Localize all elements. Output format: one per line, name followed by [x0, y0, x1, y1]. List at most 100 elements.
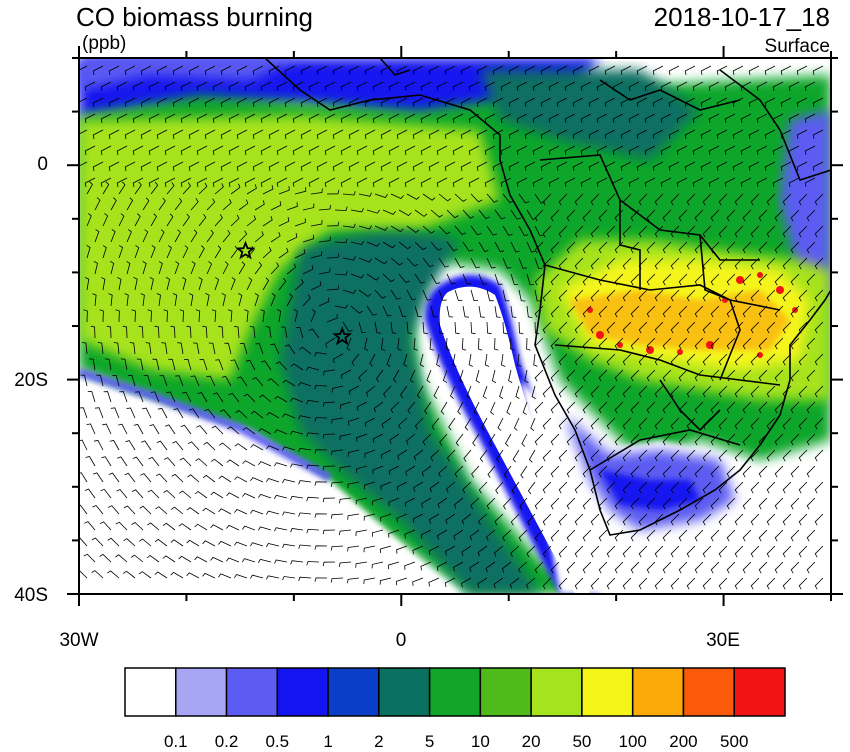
- wind-barb: [363, 545, 376, 553]
- wind-barb: [444, 161, 456, 171]
- wind-barb: [276, 309, 282, 323]
- wind-barb: [710, 433, 720, 446]
- wind-barb: [260, 360, 272, 371]
- wind-barb: [262, 216, 273, 227]
- wind-barb: [446, 273, 456, 285]
- wind-barb: [566, 465, 576, 478]
- wind-barb: [450, 385, 456, 399]
- wind-barb: [566, 401, 576, 414]
- wind-barb: [654, 481, 664, 494]
- wind-barb: [782, 449, 792, 462]
- wind-barb: [250, 444, 264, 451]
- wind-barb: [270, 201, 282, 211]
- wind-barb: [342, 321, 353, 332]
- wind-barb: [428, 161, 440, 171]
- wind-barb: [454, 289, 463, 301]
- wind-barb: [654, 513, 664, 526]
- wind-barb: [676, 145, 688, 155]
- wind-barb: [306, 432, 320, 437]
- wind-barb: [170, 571, 184, 579]
- wind-barb: [445, 545, 456, 556]
- wind-barb: [638, 257, 648, 270]
- wind-barb: [798, 353, 808, 366]
- wind-barb: [756, 81, 768, 91]
- wind-barb: [654, 321, 664, 334]
- wind-barb: [758, 433, 768, 446]
- wind-barb: [772, 81, 784, 91]
- wind-barb: [164, 424, 176, 435]
- wind-barb: [164, 145, 176, 155]
- wind-barb: [262, 246, 272, 259]
- wind-barb: [244, 309, 249, 323]
- wind-barb: [500, 81, 512, 91]
- wind-barb: [454, 225, 466, 235]
- wind-barb: [492, 97, 504, 107]
- wind-barb: [526, 273, 535, 286]
- wind-barb: [274, 494, 288, 499]
- wind-barb: [478, 241, 489, 252]
- wind-barb: [358, 369, 368, 382]
- wind-barb: [342, 191, 356, 196]
- wind-barb: [139, 505, 152, 515]
- wind-barb: [574, 225, 584, 238]
- wind-barb: [622, 481, 632, 494]
- wind-barb: [116, 177, 128, 187]
- wind-barb: [102, 213, 109, 227]
- wind-barb: [350, 273, 364, 279]
- wind-barb: [274, 527, 288, 532]
- wind-barb: [534, 337, 544, 350]
- wind-barb: [461, 545, 472, 556]
- wind-barb: [508, 129, 520, 139]
- wind-barb: [558, 513, 568, 526]
- wind-barb: [532, 177, 544, 187]
- wind-barb: [662, 305, 672, 318]
- wind-barb: [708, 113, 720, 123]
- wind-barb: [234, 509, 248, 515]
- wind-barb: [92, 161, 104, 171]
- wind-barb: [103, 391, 112, 403]
- wind-barb: [123, 538, 136, 547]
- wind-barb: [668, 65, 680, 75]
- wind-barb: [686, 353, 696, 366]
- wind-barb: [780, 65, 792, 75]
- wind-barb: [524, 161, 536, 171]
- wind-barb: [314, 545, 328, 550]
- wind-barb: [582, 337, 592, 350]
- wind-barb: [382, 273, 395, 283]
- wind-barb: [518, 289, 526, 302]
- wind-barb: [558, 257, 568, 270]
- wind-barb: [290, 397, 304, 403]
- wind-barb: [644, 177, 656, 187]
- wind-barb: [92, 293, 97, 307]
- wind-barb: [566, 241, 576, 254]
- wind-barb: [748, 97, 760, 107]
- wind-barb: [372, 433, 384, 443]
- wind-barb: [133, 277, 138, 291]
- wind-barb: [84, 145, 96, 155]
- wind-barb: [428, 65, 440, 75]
- wind-barb: [220, 65, 232, 75]
- wind-barb: [270, 231, 281, 243]
- wind-barb: [782, 577, 792, 590]
- wind-barb: [347, 545, 360, 552]
- wind-barb: [572, 161, 584, 171]
- wind-barb: [478, 513, 488, 525]
- wind-barb: [438, 465, 448, 477]
- wind-barb: [542, 193, 552, 206]
- wind-barb: [670, 193, 680, 206]
- wind-barb: [662, 433, 672, 446]
- wind-barb: [486, 193, 498, 203]
- wind-barb: [446, 241, 458, 252]
- wind-barb: [90, 325, 96, 339]
- wind-barb: [528, 449, 536, 463]
- wind-barb: [396, 577, 408, 586]
- wind-barb: [292, 81, 304, 91]
- wind-barb: [218, 573, 232, 579]
- wind-barb: [534, 433, 544, 446]
- wind-barb: [519, 497, 528, 510]
- wind-barb: [126, 197, 134, 211]
- wind-barb: [461, 337, 467, 351]
- wind-barb: [162, 522, 176, 531]
- wind-barb: [748, 129, 760, 139]
- wind-barb: [566, 305, 576, 318]
